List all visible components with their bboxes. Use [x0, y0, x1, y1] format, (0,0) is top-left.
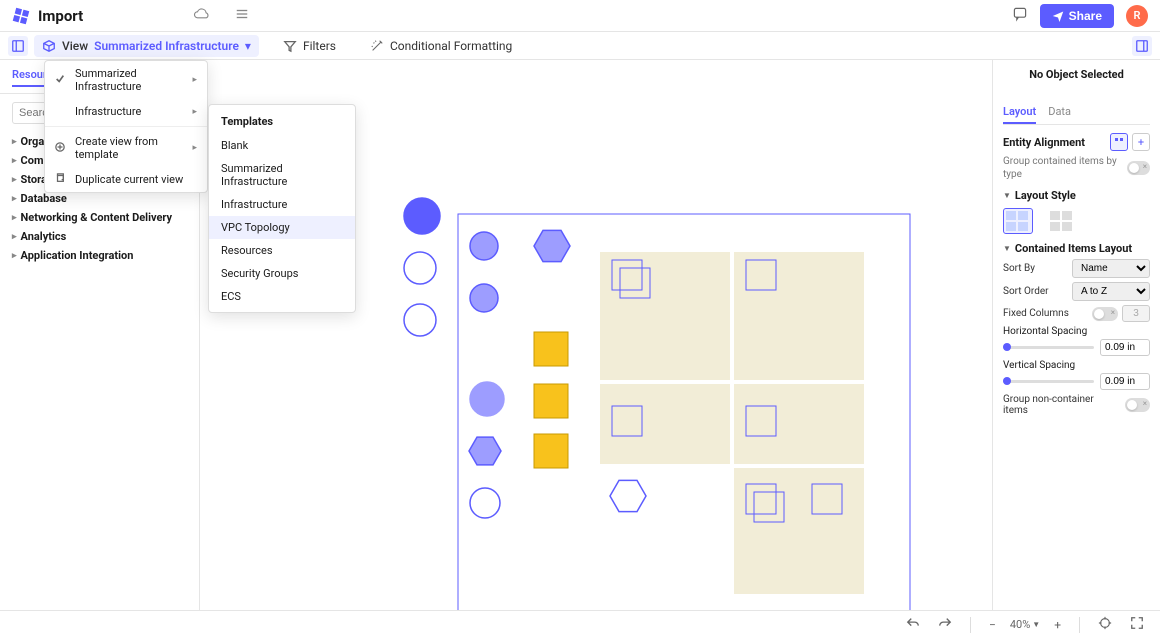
templates-menu: Templates BlankSummarized Infrastructure…: [208, 104, 356, 313]
fullscreen-button[interactable]: [1126, 614, 1148, 635]
avatar[interactable]: R: [1126, 5, 1148, 27]
template-menu-item[interactable]: Infrastructure: [209, 193, 355, 216]
template-menu-item[interactable]: ECS: [209, 285, 355, 308]
v-spacing-input[interactable]: [1100, 373, 1150, 390]
view-name: Summarized Infrastructure: [94, 39, 239, 53]
view-menu-item[interactable]: Infrastructure▸: [45, 99, 207, 124]
h-spacing-input[interactable]: [1100, 339, 1150, 356]
zoom-out-button[interactable]: −: [985, 616, 1000, 634]
template-menu-item[interactable]: Summarized Infrastructure: [209, 157, 355, 193]
fixed-columns-toggle[interactable]: ×: [1092, 307, 1118, 321]
cube-icon: [42, 39, 56, 53]
group-noncontainer-label: Group non-container items: [1003, 394, 1119, 416]
view-menu: Summarized Infrastructure▸Infrastructure…: [44, 60, 208, 193]
view-menu-action[interactable]: Duplicate current view: [45, 167, 207, 192]
layout-style-grid[interactable]: [1003, 208, 1033, 234]
template-menu-item[interactable]: Blank: [209, 134, 355, 157]
align-add-icon[interactable]: +: [1132, 133, 1150, 151]
zoom-in-button[interactable]: +: [1050, 616, 1065, 634]
wand-icon: [370, 39, 384, 53]
bottombar: − 40% ▼ +: [0, 610, 1160, 638]
share-icon: [1052, 10, 1064, 22]
comment-icon[interactable]: [1012, 6, 1028, 25]
right-panel: No Object Selected Layout Data Entity Al…: [992, 60, 1160, 610]
fixed-columns-label: Fixed Columns: [1003, 308, 1069, 319]
toolbar: View Summarized Infrastructure ▾ Filters…: [0, 32, 1160, 60]
target-icon[interactable]: [1094, 614, 1116, 635]
layout-style-list[interactable]: [1047, 208, 1077, 234]
redo-button[interactable]: [934, 614, 956, 635]
entity-alignment-label: Entity Alignment: [1003, 136, 1085, 149]
filter-icon: [283, 39, 297, 53]
tab-data[interactable]: Data: [1048, 105, 1071, 124]
group-noncontainer-toggle[interactable]: ×: [1125, 398, 1150, 412]
view-menu-action[interactable]: Create view from template▸: [45, 129, 207, 167]
tree-item[interactable]: ▸Analytics: [4, 227, 195, 246]
sort-by-label: Sort By: [1003, 263, 1035, 274]
template-menu-item[interactable]: Resources: [209, 239, 355, 262]
chevron-down-icon: ▾: [245, 39, 251, 53]
template-menu-item[interactable]: VPC Topology: [209, 216, 355, 239]
app-title: Import: [38, 7, 83, 25]
sort-order-select[interactable]: A to Z: [1072, 282, 1150, 301]
selection-title: No Object Selected: [1003, 68, 1150, 81]
left-panel-toggle[interactable]: [8, 36, 28, 56]
group-contained-toggle[interactable]: ×: [1127, 161, 1150, 175]
h-spacing-label: Horizontal Spacing: [1003, 326, 1150, 337]
view-label: View: [62, 39, 88, 53]
filters-button[interactable]: Filters: [273, 35, 346, 57]
menu-icon[interactable]: [235, 7, 249, 24]
view-menu-item[interactable]: Summarized Infrastructure▸: [45, 61, 207, 99]
topbar: Import Share R: [0, 0, 1160, 32]
right-panel-toggle[interactable]: [1132, 36, 1152, 56]
app-logo-icon: [12, 7, 30, 25]
template-menu-item[interactable]: Security Groups: [209, 262, 355, 285]
align-grid-icon[interactable]: [1110, 133, 1128, 151]
layout-style-label: Layout Style: [1015, 189, 1076, 202]
templates-header: Templates: [209, 109, 355, 134]
v-spacing-label: Vertical Spacing: [1003, 360, 1150, 371]
v-spacing-slider[interactable]: [1003, 380, 1094, 383]
view-selector[interactable]: View Summarized Infrastructure ▾: [34, 35, 259, 57]
sort-order-label: Sort Order: [1003, 286, 1049, 297]
sort-by-select[interactable]: Name: [1072, 259, 1150, 278]
cloud-sync-icon[interactable]: [193, 7, 211, 24]
h-spacing-slider[interactable]: [1003, 346, 1094, 349]
tree-item[interactable]: ▸Application Integration: [4, 246, 195, 265]
share-label: Share: [1069, 9, 1102, 23]
tab-layout[interactable]: Layout: [1003, 105, 1036, 124]
contained-items-label: Contained Items Layout: [1015, 242, 1132, 255]
fixed-columns-input[interactable]: [1122, 305, 1150, 322]
share-button[interactable]: Share: [1040, 4, 1114, 28]
zoom-value[interactable]: 40% ▼: [1010, 618, 1040, 631]
group-contained-label: Group contained items by type: [1003, 155, 1121, 181]
tree-item[interactable]: ▸Networking & Content Delivery: [4, 208, 195, 227]
undo-button[interactable]: [902, 614, 924, 635]
conditional-formatting-button[interactable]: Conditional Formatting: [360, 35, 522, 57]
